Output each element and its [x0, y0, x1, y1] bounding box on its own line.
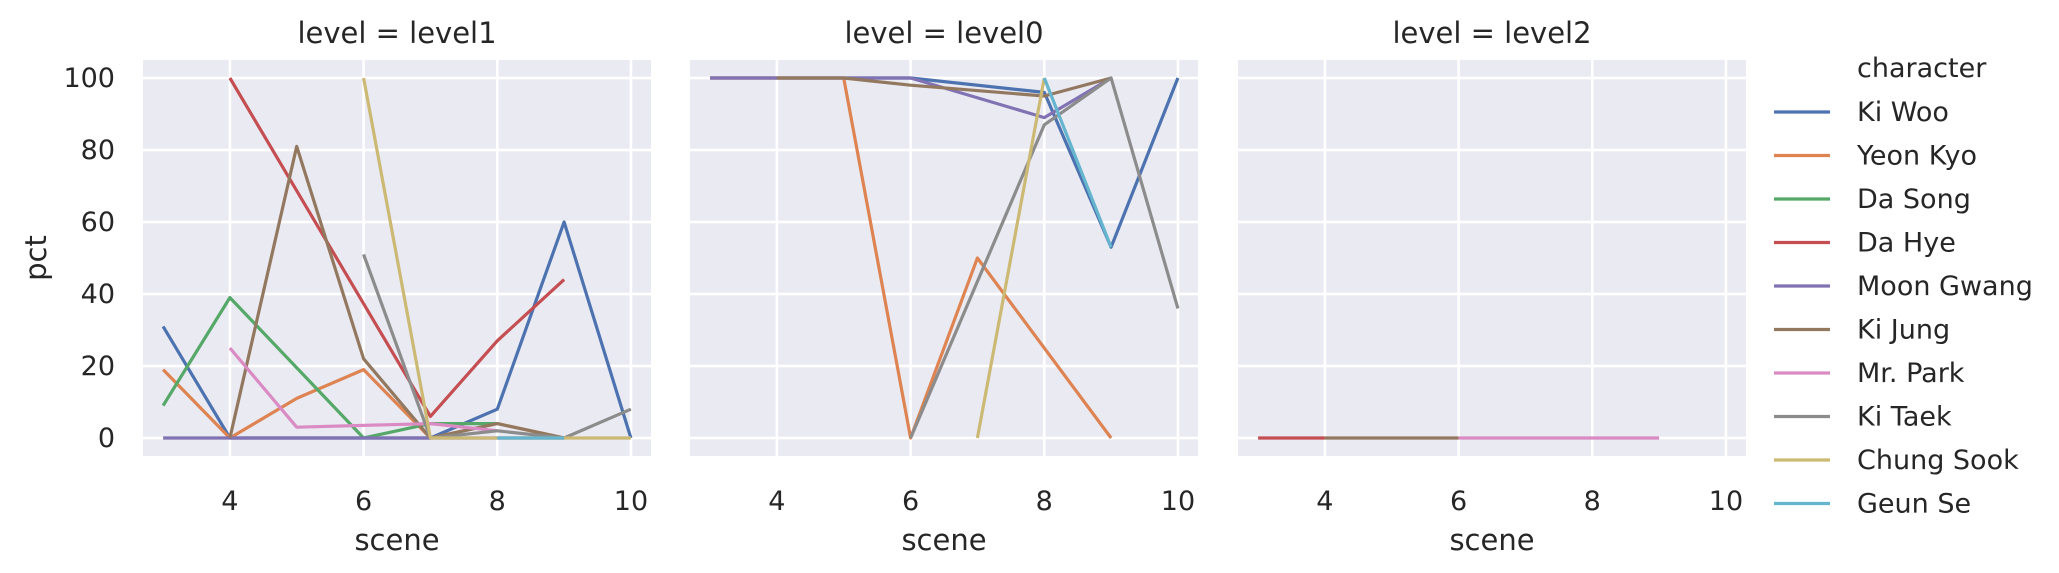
series-line-chung-sook: [975, 77, 1046, 439]
legend-label-mr-park: Mr. Park: [1857, 358, 1965, 389]
x-tick-label: 4: [221, 486, 238, 517]
legend-label-da-hye: Da Hye: [1857, 228, 1956, 259]
legend-label-chung-sook: Chung Sook: [1857, 445, 2019, 476]
panel-1: level = level1 4 6 8 10 scene 0 20 40 60 80 100 pct: [19, 16, 651, 557]
series-line-moon-gwang: [710, 76, 1112, 120]
panel-background: [690, 60, 1198, 456]
legend-label-yeon-kyo: Yeon Kyo: [1856, 141, 1977, 172]
legend-label-geun-se: Geun Se: [1857, 489, 1971, 520]
panel-title: level = level2: [1392, 16, 1591, 50]
series-line-da-hye: [228, 77, 566, 418]
x-tick-label: 6: [355, 486, 372, 517]
legend-label-ki-woo: Ki Woo: [1857, 97, 1949, 128]
legend-label-moon-gwang: Moon Gwang: [1857, 271, 2033, 302]
x-tick-label: 10: [1161, 486, 1195, 517]
panel-title: level = level0: [844, 16, 1043, 50]
x-tick-label: 4: [1316, 486, 1333, 517]
legend-title: character: [1857, 53, 1987, 84]
x-axis-label: scene: [1449, 523, 1534, 557]
x-tick-label: 4: [768, 486, 785, 517]
series-line-ki-taek: [362, 253, 632, 440]
y-tick-label: 100: [63, 63, 115, 94]
series-line-ki-jung: [228, 144, 565, 440]
y-tick-label: 80: [81, 135, 115, 166]
legend-label-ki-taek: Ki Taek: [1857, 402, 1952, 433]
legend: character Ki Woo Yeon Kyo Da Song Da Hye Moon…: [1774, 53, 2033, 520]
x-axis-label: scene: [901, 523, 986, 557]
y-tick-label: 40: [81, 279, 115, 310]
y-tick-label: 60: [81, 207, 115, 238]
x-tick-label: 8: [489, 486, 506, 517]
panel-2: level = level0 4 6 8 10 scene: [690, 16, 1198, 557]
series-line-mr-park: [228, 346, 498, 433]
y-axis-label: pct: [19, 235, 53, 281]
x-tick-label: 8: [1584, 486, 1601, 517]
x-tick-label: 6: [902, 486, 919, 517]
y-tick-label: 0: [98, 423, 115, 454]
series-line-ki-jung: [776, 76, 1112, 98]
panel-3: level = level2 4 6 8 10 scene: [1238, 16, 1746, 557]
panel-title: level = level1: [297, 16, 496, 50]
series-line-geun-se: [1042, 77, 1113, 248]
x-tick-label: 10: [1709, 486, 1743, 517]
panel-background: [1238, 60, 1746, 456]
x-tick-label: 10: [614, 486, 648, 517]
y-tick-label: 20: [81, 351, 115, 382]
legend-label-ki-jung: Ki Jung: [1857, 315, 1950, 346]
legend-label-da-song: Da Song: [1857, 184, 1971, 215]
x-tick-label: 6: [1450, 486, 1467, 517]
x-tick-label: 8: [1036, 486, 1053, 517]
series-line-ki-taek: [909, 76, 1180, 439]
x-axis-label: scene: [354, 523, 439, 557]
